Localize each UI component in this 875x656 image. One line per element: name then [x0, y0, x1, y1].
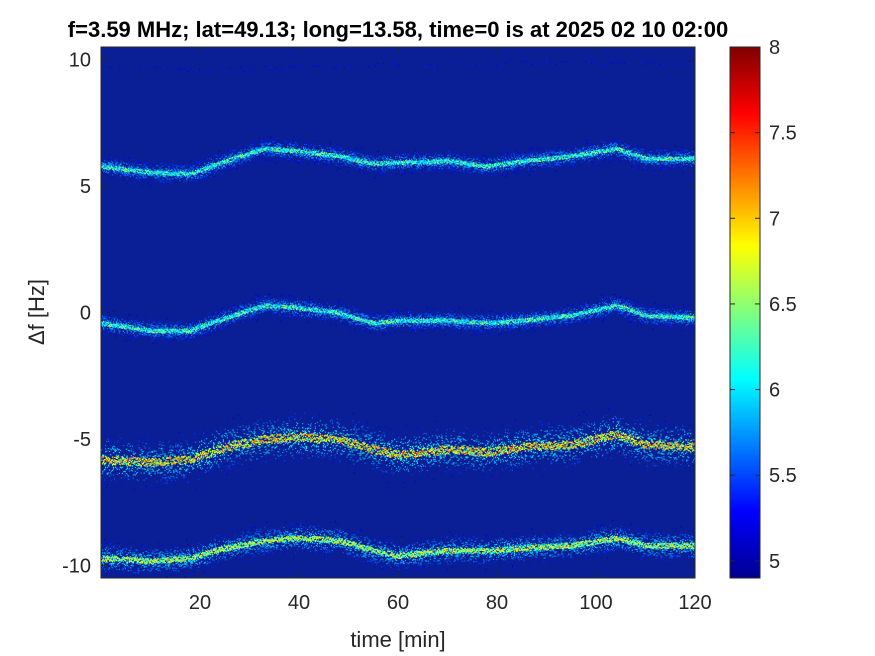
y-tick-label: -5: [73, 429, 91, 451]
x-tick-label: 60: [387, 592, 409, 614]
x-tick-label: 120: [678, 592, 711, 614]
x-tick-label: 80: [486, 592, 508, 614]
colorbar-tick-label: 8: [769, 37, 780, 59]
colorbar-tick-label: 5.5: [769, 465, 797, 487]
colorbar-tick-label: 6: [769, 380, 780, 402]
plot-area: [101, 47, 695, 578]
x-axis-label: time [min]: [350, 627, 445, 652]
y-tick-label: 10: [69, 50, 91, 72]
colorbar: [730, 47, 760, 578]
y-axis-label: Δf [Hz]: [24, 279, 49, 345]
y-tick-label: -10: [62, 555, 91, 577]
colorbar-tick-label: 5: [769, 551, 780, 573]
y-tick-label: 5: [80, 176, 91, 198]
colorbar-tick-label: 7.5: [769, 123, 797, 145]
chart-title: f=3.59 MHz; lat=49.13; long=13.58, time=…: [68, 17, 728, 42]
x-tick-label: 20: [189, 592, 211, 614]
colorbar-tick-label: 6.5: [769, 294, 797, 316]
x-tick-label: 40: [288, 592, 310, 614]
colorbar-tick-label: 7: [769, 208, 780, 230]
x-tick-label: 100: [579, 592, 612, 614]
y-tick-label: 0: [80, 303, 91, 325]
